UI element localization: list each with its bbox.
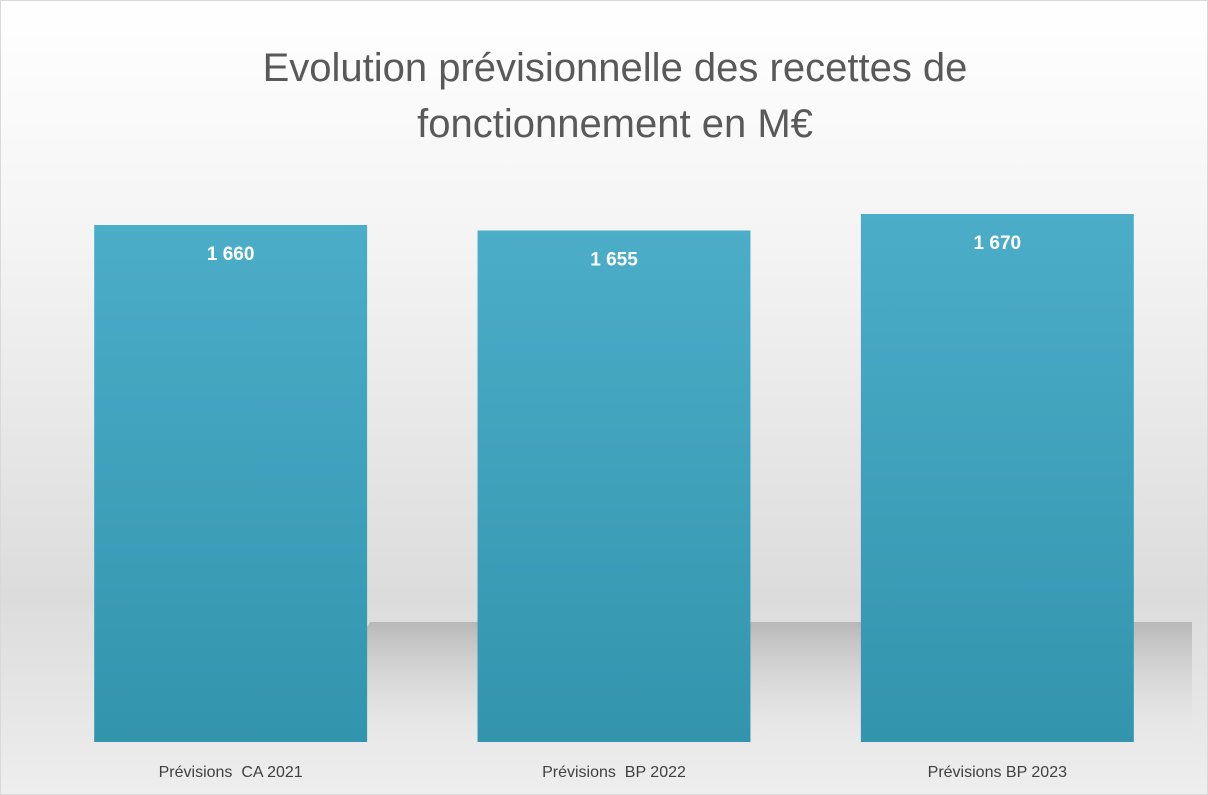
chart-title: Evolution prévisionnelle des recettes de… xyxy=(262,46,968,146)
value-label: 1 670 xyxy=(974,233,1022,254)
bar xyxy=(477,230,751,742)
bar xyxy=(860,214,1134,742)
value-label: 1 655 xyxy=(590,250,638,271)
x-tick-label: Prévisions BP 2023 xyxy=(928,764,1067,781)
value-label: 1 660 xyxy=(207,244,255,265)
x-tick-label: Prévisions CA 2021 xyxy=(159,764,303,781)
bar xyxy=(94,225,368,742)
x-tick-label: Prévisions BP 2022 xyxy=(542,764,686,781)
